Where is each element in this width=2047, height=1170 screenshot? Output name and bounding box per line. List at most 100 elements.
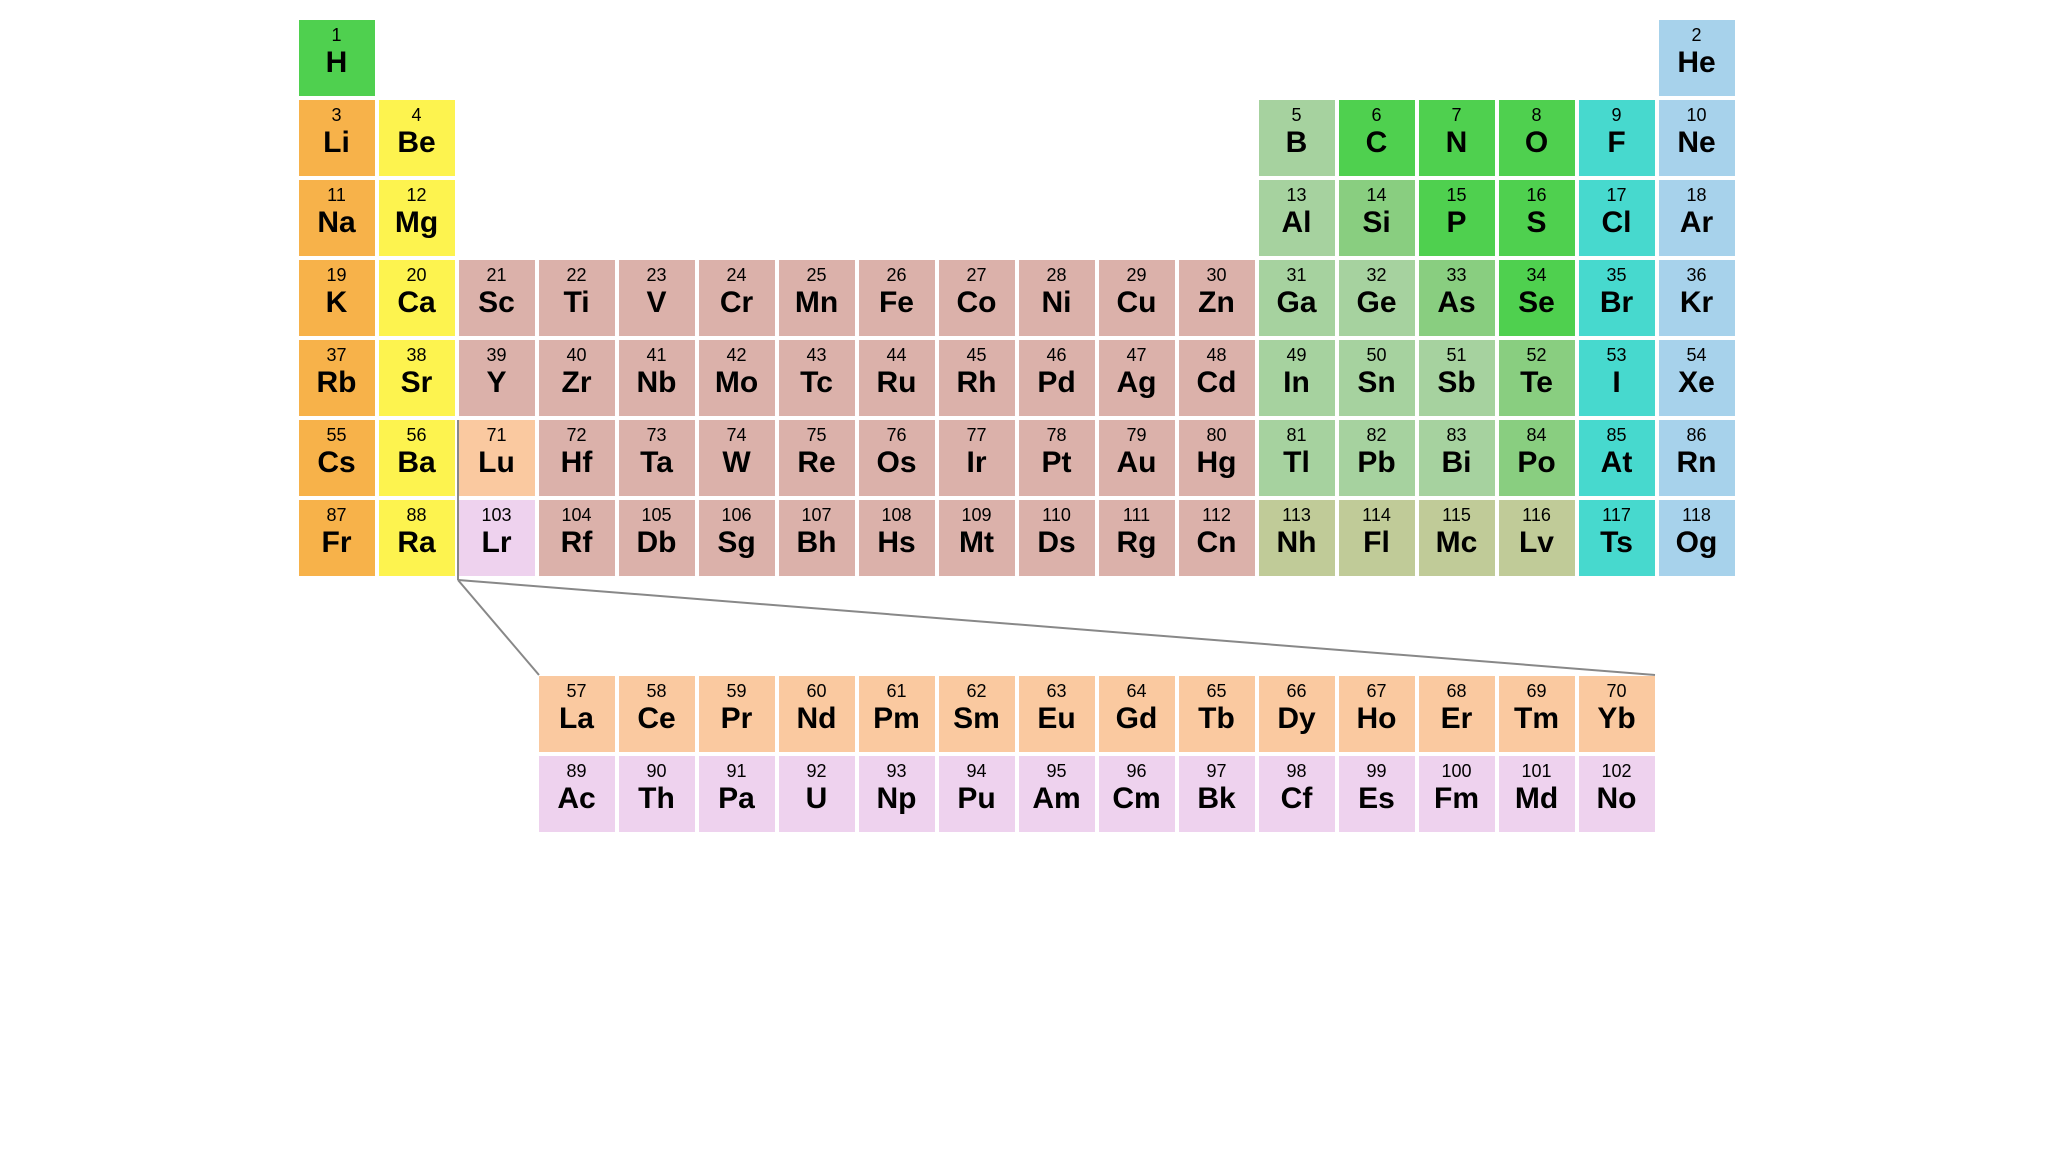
atomic-number: 13 [1286, 186, 1306, 204]
atomic-number: 14 [1366, 186, 1386, 204]
element-symbol: Ac [557, 784, 595, 814]
element-symbol: Lr [482, 528, 512, 558]
element-symbol: Sg [717, 528, 755, 558]
element-symbol: Ar [1680, 208, 1713, 238]
atomic-number: 80 [1206, 426, 1226, 444]
element-cell-nb: 41Nb [619, 340, 695, 416]
element-cell-in: 49In [1259, 340, 1335, 416]
element-symbol: F [1607, 128, 1625, 158]
element-symbol: Rg [1117, 528, 1157, 558]
atomic-number: 51 [1446, 346, 1466, 364]
element-symbol: H [326, 48, 348, 78]
atomic-number: 11 [327, 186, 346, 204]
element-symbol: As [1437, 288, 1475, 318]
element-cell-lv: 116Lv [1499, 500, 1575, 576]
element-cell-sb: 51 Sb [1419, 340, 1495, 416]
element-cell-pd: 46Pd [1019, 340, 1095, 416]
element-symbol: Mo [715, 368, 758, 398]
element-symbol: Si [1362, 208, 1390, 238]
atomic-number: 55 [326, 426, 346, 444]
main-grid: 1H2He3Li4Be5B6C7N8O9F10Ne11Na12Mg13Al14S… [299, 20, 1749, 576]
element-cell-bi: 83Bi [1419, 420, 1495, 496]
element-cell-ra: 88Ra [379, 500, 455, 576]
element-cell-b: 5B [1259, 100, 1335, 176]
atomic-number: 26 [886, 266, 906, 284]
element-symbol: Fm [1434, 784, 1479, 814]
atomic-number: 114 [1362, 506, 1391, 524]
element-cell-ge: 32 Ge [1339, 260, 1415, 336]
element-symbol: O [1525, 128, 1548, 158]
atomic-number: 97 [1206, 762, 1226, 780]
element-symbol: Gd [1116, 704, 1158, 734]
element-cell-pb: 82Pb [1339, 420, 1415, 496]
element-symbol: Cf [1281, 784, 1313, 814]
atomic-number: 86 [1686, 426, 1706, 444]
element-symbol: Eu [1037, 704, 1075, 734]
element-symbol: Lu [478, 448, 515, 478]
element-cell-tb: 65Tb [1179, 676, 1255, 752]
atomic-number: 115 [1442, 506, 1471, 524]
atomic-number: 81 [1286, 426, 1306, 444]
element-symbol: Rn [1677, 448, 1717, 478]
element-symbol: C [1366, 128, 1388, 158]
element-symbol: Li [323, 128, 350, 158]
atomic-number: 8 [1531, 106, 1541, 124]
atomic-number: 99 [1366, 762, 1386, 780]
element-cell-rf: 104Rf [539, 500, 615, 576]
atomic-number: 25 [806, 266, 826, 284]
atomic-number: 32 [1366, 266, 1386, 284]
element-symbol: Pr [721, 704, 753, 734]
atomic-number: 60 [806, 682, 826, 700]
element-symbol: Bh [797, 528, 837, 558]
element-symbol: W [722, 448, 750, 478]
element-cell-er: 68Er [1419, 676, 1495, 752]
element-cell-la: 57La [539, 676, 615, 752]
atomic-number: 111 [1123, 506, 1150, 524]
element-symbol: Au [1117, 448, 1157, 478]
element-symbol: Tc [800, 368, 833, 398]
element-symbol: No [1597, 784, 1637, 814]
element-cell-co: 27Co [939, 260, 1015, 336]
element-symbol: Pd [1037, 368, 1075, 398]
element-symbol: Ho [1357, 704, 1397, 734]
element-symbol: Cr [720, 288, 753, 318]
element-cell-be: 4Be [379, 100, 455, 176]
element-symbol: Ne [1677, 128, 1715, 158]
element-cell-ds: 110Ds [1019, 500, 1095, 576]
element-symbol: Be [397, 128, 435, 158]
element-symbol: Hf [561, 448, 593, 478]
element-cell-nd: 60Nd [779, 676, 855, 752]
element-symbol: Y [486, 368, 506, 398]
element-symbol: Tb [1198, 704, 1235, 734]
element-cell-ce: 58Ce [619, 676, 695, 752]
element-symbol: Kr [1680, 288, 1713, 318]
f-block-grid: 57La58Ce59Pr60Nd61Pm62Sm63Eu64Gd65Tb66Dy… [539, 676, 1749, 832]
atomic-number: 21 [486, 266, 506, 284]
element-symbol: Xe [1678, 368, 1715, 398]
element-symbol: Al [1282, 208, 1312, 238]
element-cell-ti: 22Ti [539, 260, 615, 336]
element-cell-c: 6C [1339, 100, 1415, 176]
atomic-number: 59 [726, 682, 746, 700]
element-cell-cn: 112Cn [1179, 500, 1255, 576]
element-symbol: Sb [1437, 368, 1475, 398]
element-cell-fe: 26Fe [859, 260, 935, 336]
element-symbol: Fl [1363, 528, 1390, 558]
atomic-number: 72 [566, 426, 586, 444]
element-cell-pa: 91Pa [699, 756, 775, 832]
element-symbol: Ce [637, 704, 675, 734]
element-symbol: Zn [1198, 288, 1235, 318]
element-symbol: Bk [1197, 784, 1235, 814]
atomic-number: 106 [721, 506, 751, 524]
element-symbol: Db [637, 528, 677, 558]
element-symbol: Te [1520, 368, 1553, 398]
atomic-number: 42 [726, 346, 746, 364]
element-cell-ba: 56Ba [379, 420, 455, 496]
element-cell-ni: 28Ni [1019, 260, 1095, 336]
element-symbol: Ge [1356, 288, 1396, 318]
element-cell-xe: 54Xe [1659, 340, 1735, 416]
element-symbol: Er [1441, 704, 1473, 734]
periodic-table: 1H2He3Li4Be5B6C7N8O9F10Ne11Na12Mg13Al14S… [299, 20, 1749, 832]
atomic-number: 96 [1126, 762, 1146, 780]
element-symbol: Ra [397, 528, 435, 558]
